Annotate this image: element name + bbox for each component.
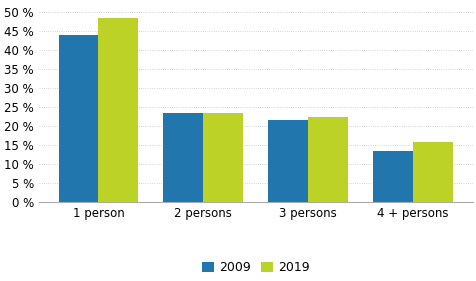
Legend: 2009, 2019: 2009, 2019	[196, 256, 314, 279]
Bar	[373, 151, 412, 202]
Bar	[203, 113, 243, 202]
Bar	[163, 113, 203, 202]
Bar	[98, 17, 138, 202]
Bar	[307, 117, 347, 202]
Bar	[59, 35, 98, 202]
Bar	[412, 142, 452, 202]
Bar	[268, 120, 307, 202]
